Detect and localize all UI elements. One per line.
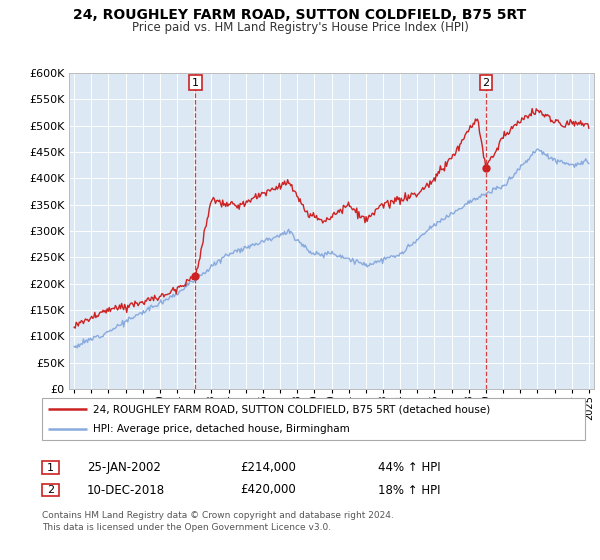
Text: 2: 2 xyxy=(482,77,490,87)
Text: £214,000: £214,000 xyxy=(240,461,296,474)
Text: HPI: Average price, detached house, Birmingham: HPI: Average price, detached house, Birm… xyxy=(93,424,350,434)
Text: 18% ↑ HPI: 18% ↑ HPI xyxy=(378,483,440,497)
Text: Contains HM Land Registry data © Crown copyright and database right 2024.
This d: Contains HM Land Registry data © Crown c… xyxy=(42,511,394,532)
Text: 44% ↑ HPI: 44% ↑ HPI xyxy=(378,461,440,474)
Text: 2: 2 xyxy=(47,485,54,495)
Text: 24, ROUGHLEY FARM ROAD, SUTTON COLDFIELD, B75 5RT (detached house): 24, ROUGHLEY FARM ROAD, SUTTON COLDFIELD… xyxy=(93,404,490,414)
Text: 10-DEC-2018: 10-DEC-2018 xyxy=(87,483,165,497)
Text: 24, ROUGHLEY FARM ROAD, SUTTON COLDFIELD, B75 5RT: 24, ROUGHLEY FARM ROAD, SUTTON COLDFIELD… xyxy=(73,8,527,22)
Text: Price paid vs. HM Land Registry's House Price Index (HPI): Price paid vs. HM Land Registry's House … xyxy=(131,21,469,34)
Text: 25-JAN-2002: 25-JAN-2002 xyxy=(87,461,161,474)
Text: 1: 1 xyxy=(47,463,54,473)
Text: £420,000: £420,000 xyxy=(240,483,296,497)
Text: 1: 1 xyxy=(192,77,199,87)
